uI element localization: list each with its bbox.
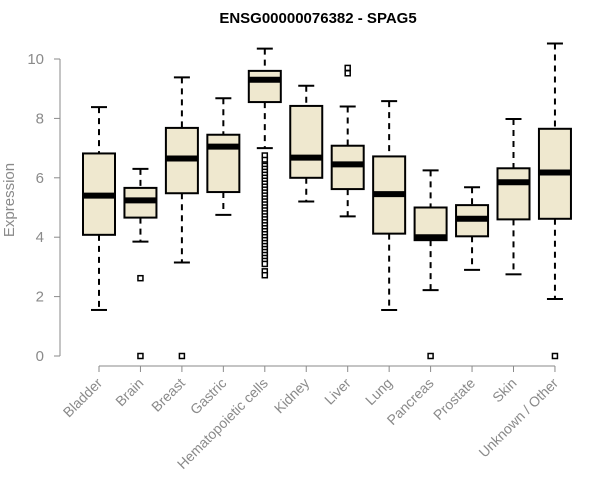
box-group bbox=[455, 186, 490, 271]
x-tick-label: Bladder bbox=[60, 375, 106, 421]
box-group bbox=[82, 106, 116, 311]
box-iqr bbox=[206, 133, 241, 194]
chart-title: ENSG00000076382 - SPAG5 bbox=[219, 10, 416, 27]
x-tick-label: Kidney bbox=[271, 375, 313, 417]
x-tick-label: Prostate bbox=[430, 375, 478, 423]
outlier-point bbox=[344, 70, 351, 77]
box-group bbox=[206, 97, 241, 216]
box-iqr bbox=[289, 104, 324, 179]
box-group bbox=[330, 64, 365, 218]
x-tick-label: Unknown / Other bbox=[475, 375, 561, 461]
box-group bbox=[123, 167, 158, 360]
outlier-point bbox=[427, 352, 434, 360]
box-iqr bbox=[247, 69, 282, 104]
y-tick-label: 10 bbox=[27, 51, 44, 68]
x-tick-label: Skin bbox=[489, 375, 520, 406]
y-tick-label: 8 bbox=[36, 110, 44, 127]
box-group bbox=[164, 76, 199, 360]
plot-area bbox=[82, 42, 572, 360]
outlier-point bbox=[178, 352, 186, 360]
y-axis-label: Expression bbox=[1, 163, 18, 237]
y-tick-label: 2 bbox=[36, 289, 44, 306]
outlier-point bbox=[551, 352, 559, 360]
outlier-point bbox=[344, 64, 351, 72]
x-tick-label: Breast bbox=[148, 375, 188, 415]
outlier-point bbox=[137, 274, 144, 282]
y-tick-label: 4 bbox=[36, 229, 44, 246]
box-group bbox=[289, 84, 324, 203]
box-group bbox=[496, 117, 531, 276]
x-tick-label: Liver bbox=[321, 375, 354, 408]
box-group bbox=[372, 100, 407, 311]
y-tick-label: 6 bbox=[36, 170, 44, 187]
outlier-point bbox=[261, 260, 269, 268]
box-iqr bbox=[496, 167, 531, 221]
x-tick-label: Lung bbox=[362, 375, 395, 408]
outlier-point bbox=[137, 352, 144, 360]
box-group bbox=[247, 47, 282, 279]
outlier-point bbox=[261, 271, 269, 279]
box-group bbox=[413, 169, 448, 360]
box-group bbox=[537, 42, 572, 360]
y-tick-label: 0 bbox=[36, 348, 44, 365]
x-tick-label: Brain bbox=[112, 375, 146, 409]
